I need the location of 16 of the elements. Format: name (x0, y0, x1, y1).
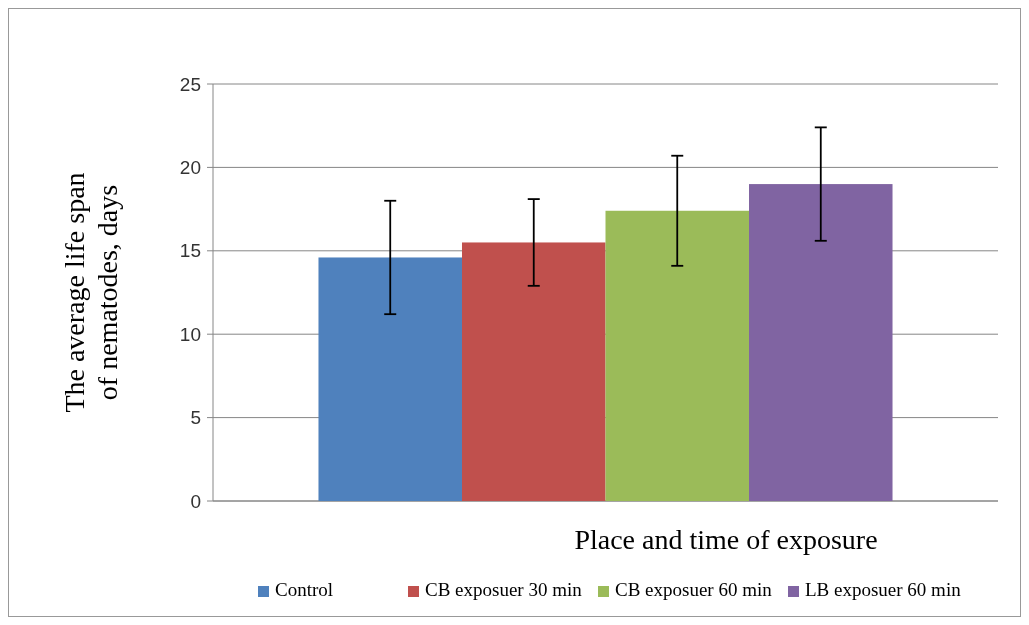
y-tick-label: 15 (179, 240, 201, 262)
y-tick-label: 25 (179, 73, 201, 95)
legend-label: CB exposuer 60 min (615, 579, 773, 600)
legend-label: Control (275, 579, 334, 600)
legend-label: CB exposuer 30 min (425, 579, 583, 600)
bar (749, 184, 893, 501)
bar (318, 257, 462, 501)
bar (605, 210, 750, 501)
y-tick-label: 5 (190, 407, 201, 429)
y-tick-label: 0 (190, 490, 201, 512)
y-axis-title: The average life span of nematodes, days (59, 172, 123, 413)
bar (461, 242, 606, 501)
y-tick-label: 20 (179, 157, 201, 179)
legend-label: LB exposuer 60 min (805, 579, 962, 600)
y-tick-label: 10 (179, 323, 201, 345)
x-axis-title: Place and time of exposure (574, 524, 878, 555)
